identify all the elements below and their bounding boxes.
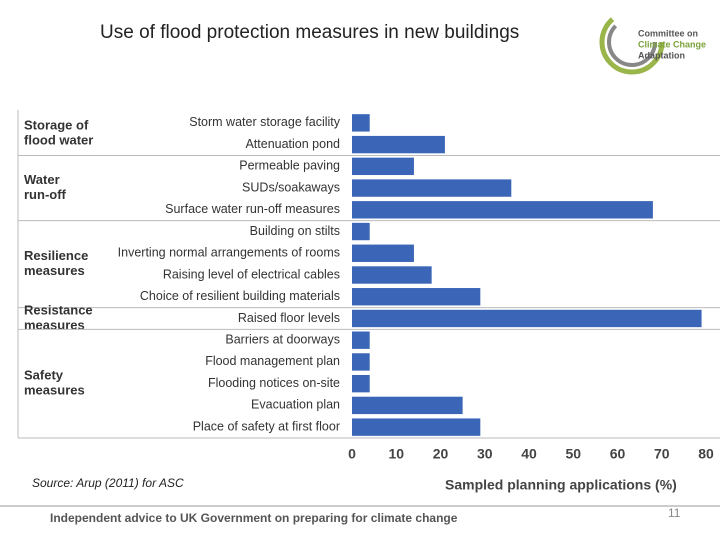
category-label: Storm water storage facility	[189, 115, 340, 129]
x-axis-label: Sampled planning applications (%)	[445, 477, 677, 493]
source: Source: Arup (2011) for ASC	[32, 476, 184, 490]
x-tick-label: 60	[610, 446, 626, 462]
bar	[352, 309, 702, 328]
logo-text: Climate Change	[638, 39, 706, 49]
category-label: Permeable paving	[239, 159, 340, 173]
bar	[352, 396, 463, 415]
logo-ring	[607, 17, 657, 67]
category-label: Attenuation pond	[245, 137, 340, 151]
bar	[352, 135, 445, 154]
logo-ring	[599, 9, 665, 75]
logo-text: Adaptation	[638, 50, 685, 60]
x-tick-label: 70	[654, 446, 670, 462]
page-number: 11	[668, 506, 681, 520]
category-label: Raised floor levels	[238, 311, 340, 325]
x-tick-label: 40	[521, 446, 537, 462]
bar	[352, 374, 370, 393]
group-label: Resilience	[24, 248, 88, 263]
category-label: Choice of resilient building materials	[140, 289, 340, 303]
group-label: flood water	[24, 133, 93, 148]
group-label: Water	[24, 172, 60, 187]
category-label: Evacuation plan	[251, 398, 340, 412]
logo: Committee on Climate Change Adaptation	[599, 9, 706, 75]
x-tick-label: 0	[348, 446, 356, 462]
bar	[352, 288, 481, 306]
category-label: Flooding notices on-site	[208, 376, 340, 390]
category-label: Flood management plan	[205, 354, 340, 368]
bar	[352, 266, 432, 284]
group-label: measures	[24, 383, 85, 398]
bar	[352, 114, 370, 132]
category-label: Building on stilts	[250, 224, 340, 238]
group-label: Resistance	[24, 302, 93, 317]
bar	[352, 331, 370, 349]
category-label: Inverting normal arrangements of rooms	[118, 246, 340, 260]
group-label: measures	[24, 317, 85, 332]
x-tick-label: 30	[477, 446, 493, 462]
footer: Independent advice to UK Government on p…	[50, 511, 458, 525]
category-label: Barriers at doorways	[225, 332, 340, 346]
group-label: run-off	[24, 187, 67, 202]
logo-text: Committee on	[638, 28, 698, 38]
bar	[352, 353, 370, 371]
category-label: Place of safety at first floor	[193, 419, 340, 433]
x-tick-label: 80	[698, 446, 714, 462]
category-label: SUDs/soakaways	[242, 180, 340, 194]
category-label: Surface water run-off measures	[165, 202, 340, 216]
bar	[352, 201, 653, 219]
x-tick-label: 10	[388, 446, 404, 462]
category-label: Raising level of electrical cables	[163, 267, 340, 281]
group-label: Storage of	[24, 118, 89, 133]
bar	[352, 157, 414, 176]
bar	[352, 179, 512, 197]
bar	[352, 418, 481, 436]
x-tick-label: 20	[433, 446, 449, 462]
bar	[352, 222, 370, 241]
group-label: measures	[24, 263, 85, 278]
group-label: Safety	[24, 368, 64, 383]
x-tick-label: 50	[565, 446, 581, 462]
slide-title: Use of flood protection measures in new …	[100, 22, 519, 43]
bar	[352, 244, 414, 262]
